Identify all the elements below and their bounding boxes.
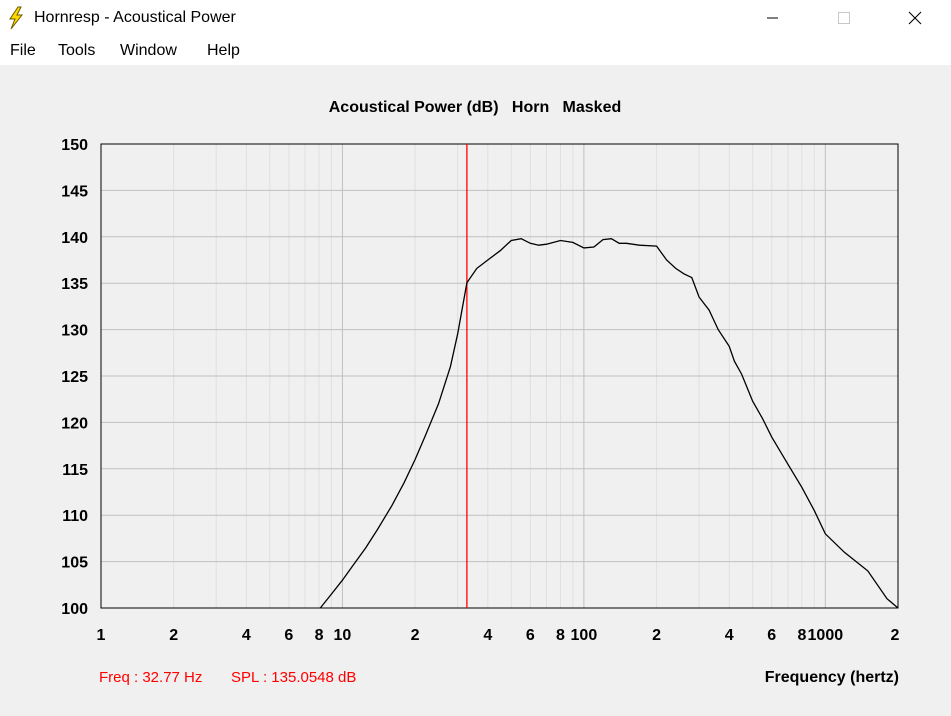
x-tick-label: 4 xyxy=(242,627,251,644)
spl-readout: SPL : 135.0548 dB xyxy=(231,669,356,686)
y-tick-label: 105 xyxy=(61,555,88,572)
close-icon xyxy=(908,11,922,25)
menu-window[interactable]: Window xyxy=(120,42,177,59)
y-tick-label: 145 xyxy=(61,183,88,200)
maximize-icon xyxy=(838,12,850,24)
x-tick-label: 4 xyxy=(483,627,492,644)
x-axis-labels: 1 2 4 6 8 10 2 4 6 8 100 2 4 6 8 1000 2 xyxy=(97,627,900,644)
x-tick-label: 2 xyxy=(411,627,420,644)
y-tick-label: 110 xyxy=(62,508,88,525)
window-title: Hornresp - Acoustical Power xyxy=(34,9,236,26)
series-line xyxy=(319,238,899,609)
x-tick-label: 2 xyxy=(169,627,178,644)
x-tick-label: 100 xyxy=(571,627,598,644)
lightning-bolt-icon xyxy=(9,6,24,30)
x-axis-title: Frequency (hertz) xyxy=(765,669,899,686)
x-tick-label: 1000 xyxy=(808,627,844,644)
acoustical-power-chart[interactable]: Acoustical Power (dB) Horn Masked 100 105… xyxy=(0,65,951,711)
y-tick-label: 120 xyxy=(61,415,88,432)
x-tick-label: 8 xyxy=(315,627,324,644)
y-tick-label: 125 xyxy=(61,369,88,386)
minimize-icon xyxy=(767,17,778,19)
chart-grid xyxy=(101,144,898,608)
y-tick-label: 150 xyxy=(61,137,88,154)
menu-file[interactable]: File xyxy=(10,42,36,59)
minimize-button[interactable] xyxy=(750,0,796,36)
close-button[interactable] xyxy=(892,0,938,36)
chart-title: Acoustical Power (dB) Horn Masked xyxy=(329,99,622,116)
menu-help[interactable]: Help xyxy=(207,42,240,59)
x-tick-label: 2 xyxy=(891,627,900,644)
chart-area: Acoustical Power (dB) Horn Masked 100 105… xyxy=(0,65,951,711)
x-tick-label: 2 xyxy=(652,627,661,644)
plot-frame xyxy=(100,143,899,609)
freq-readout: Freq : 32.77 Hz xyxy=(99,669,202,686)
y-axis-labels: 100 105 110 115 120 125 130 135 140 145 150 xyxy=(61,137,88,618)
title-bar[interactable]: Hornresp - Acoustical Power xyxy=(0,0,951,38)
x-tick-label: 8 xyxy=(556,627,565,644)
x-tick-label: 1 xyxy=(97,627,106,644)
x-tick-label: 6 xyxy=(284,627,293,644)
y-tick-label: 100 xyxy=(61,601,88,618)
x-tick-label: 10 xyxy=(334,627,352,644)
maximize-button[interactable] xyxy=(821,0,867,36)
menu-tools[interactable]: Tools xyxy=(58,42,96,59)
x-tick-label: 6 xyxy=(767,627,776,644)
x-tick-label: 4 xyxy=(725,627,734,644)
y-tick-label: 115 xyxy=(62,462,88,479)
y-tick-label: 135 xyxy=(61,276,88,293)
x-tick-label: 6 xyxy=(526,627,535,644)
menu-bar: File Tools Window Help xyxy=(0,38,951,65)
y-tick-label: 140 xyxy=(61,230,88,247)
x-tick-label: 8 xyxy=(797,627,806,644)
y-tick-label: 130 xyxy=(61,323,88,340)
